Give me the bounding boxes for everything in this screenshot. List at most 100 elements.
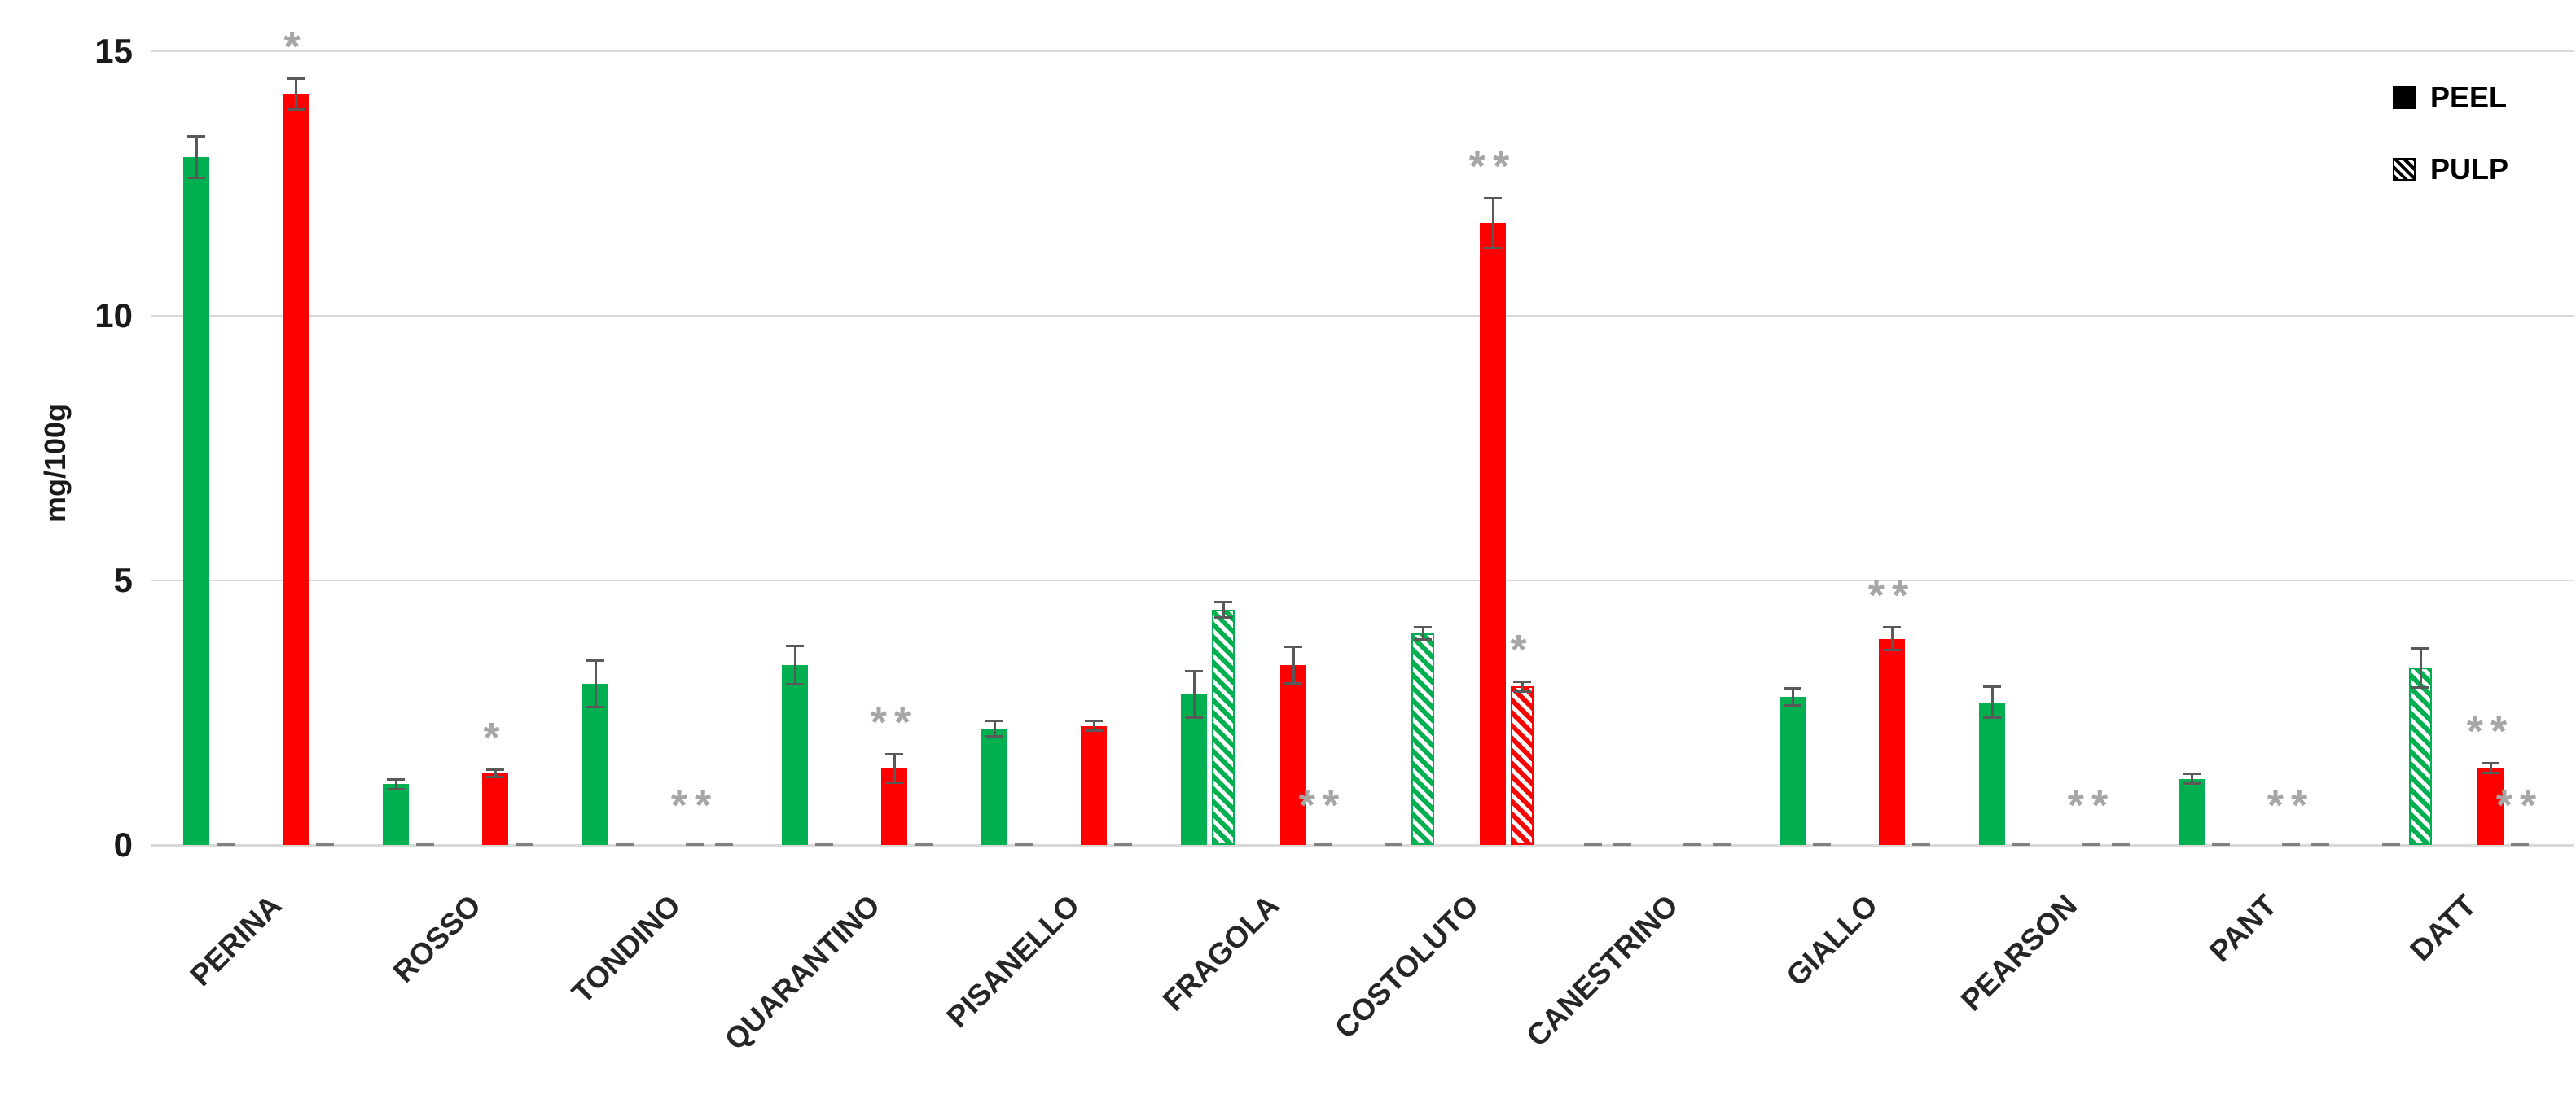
error-bar-cap <box>2183 782 2201 786</box>
significance-marker: * <box>1510 626 1534 674</box>
zero-dash <box>1314 843 1332 846</box>
zero-dash <box>1912 843 1930 846</box>
error-bar <box>893 753 896 783</box>
error-bar-cap <box>1513 690 1531 693</box>
error-bar <box>793 645 796 685</box>
error-bar-cap <box>885 752 903 755</box>
zero-dash <box>1683 843 1701 846</box>
error-bar <box>294 77 297 110</box>
zero-dash <box>1015 843 1033 846</box>
significance-marker: * <box>283 23 308 71</box>
gridline <box>151 315 2574 317</box>
error-bar-cap <box>187 135 205 138</box>
error-bar-cap <box>1983 685 2001 688</box>
significance-marker: ** <box>1298 782 1347 830</box>
bar <box>782 665 808 845</box>
significance-marker: ** <box>1468 143 1517 191</box>
error-bar-cap <box>786 683 804 686</box>
error-bar-cap <box>2183 773 2201 776</box>
y-axis-title: mg/100g <box>38 403 72 523</box>
significance-marker: * <box>483 715 507 763</box>
bar <box>1280 665 1306 845</box>
zero-dash <box>715 843 733 846</box>
error-bar-cap <box>1983 716 2001 719</box>
zero-dash <box>2282 843 2300 846</box>
zero-dash <box>217 843 235 846</box>
error-bar-cap <box>1513 680 1531 683</box>
bar <box>383 784 409 845</box>
error-bar-cap <box>1484 247 1502 250</box>
error-bar <box>1092 720 1095 732</box>
error-bar <box>1491 198 1494 249</box>
error-bar <box>1222 602 1225 618</box>
bar <box>1511 686 1534 845</box>
category-label: FRAGOLA <box>1156 888 1286 1018</box>
category-label: PANT <box>2203 888 2284 969</box>
bar <box>2179 778 2205 845</box>
category-label: CANESTRINO <box>1520 888 1685 1053</box>
error-bar <box>993 720 996 737</box>
error-bar-cap <box>486 776 504 779</box>
error-bar-cap <box>2411 646 2429 650</box>
significance-marker: ** <box>2495 782 2544 830</box>
error-bar-cap <box>2482 762 2499 765</box>
zero-dash <box>2082 843 2100 846</box>
category-label: COSTOLUTO <box>1327 888 1485 1045</box>
error-bar-cap <box>1085 729 1103 733</box>
error-bar-cap <box>586 659 604 662</box>
error-bar-cap <box>1284 681 1302 685</box>
error-bar-cap <box>1214 615 1232 619</box>
error-bar-cap <box>985 734 1003 738</box>
significance-marker: ** <box>1867 571 1916 620</box>
category-label: PEARSON <box>1954 888 2084 1018</box>
gridline <box>151 580 2574 581</box>
zero-dash <box>2112 843 2130 846</box>
bar <box>582 683 608 845</box>
error-bar <box>1292 646 1295 684</box>
zero-dash <box>416 843 434 846</box>
error-bar <box>1421 627 1424 640</box>
error-bar <box>2419 647 2422 688</box>
peel-solid-swatch-icon <box>2393 86 2416 109</box>
error-bar-cap <box>1414 626 1432 629</box>
y-tick-label: 15 <box>94 32 133 70</box>
bar <box>2409 668 2432 845</box>
error-bar-cap <box>287 77 305 80</box>
error-bar-cap <box>1414 637 1432 641</box>
zero-dash <box>2382 843 2400 846</box>
error-bar <box>394 778 397 790</box>
error-bar-cap <box>1085 720 1103 723</box>
zero-dash <box>516 843 533 846</box>
zero-dash <box>2012 843 2030 846</box>
bar <box>183 157 209 845</box>
error-bar-cap <box>486 768 504 772</box>
error-bar-cap <box>1214 601 1232 603</box>
error-bar-cap <box>387 787 405 790</box>
category-label: GIALLO <box>1780 888 1885 993</box>
legend-item-peel: PEEL <box>2393 81 2508 114</box>
bar <box>1979 702 2005 845</box>
error-bar <box>2190 773 2193 785</box>
legend-item-pulp: PULP <box>2393 155 2508 184</box>
gridline <box>151 50 2574 52</box>
zero-dash <box>815 843 833 846</box>
bar <box>1081 725 1107 845</box>
zero-dash <box>316 843 334 846</box>
error-bar-cap <box>2411 685 2429 689</box>
error-bar-cap <box>786 644 804 647</box>
y-tick-label: 10 <box>94 296 133 335</box>
legend-label-peel: PEEL <box>2430 81 2508 114</box>
category-label: DATT <box>2403 888 2483 968</box>
significance-marker: ** <box>2067 782 2116 830</box>
zero-dash <box>616 843 634 846</box>
zero-dash <box>1613 843 1631 846</box>
zero-dash <box>2311 843 2329 846</box>
category-label: PISANELLO <box>940 888 1086 1035</box>
bar <box>1212 609 1235 845</box>
error-bar-cap <box>985 720 1003 723</box>
error-bar-cap <box>2482 772 2499 775</box>
bar <box>1780 697 1806 845</box>
error-bar-cap <box>1284 646 1302 649</box>
